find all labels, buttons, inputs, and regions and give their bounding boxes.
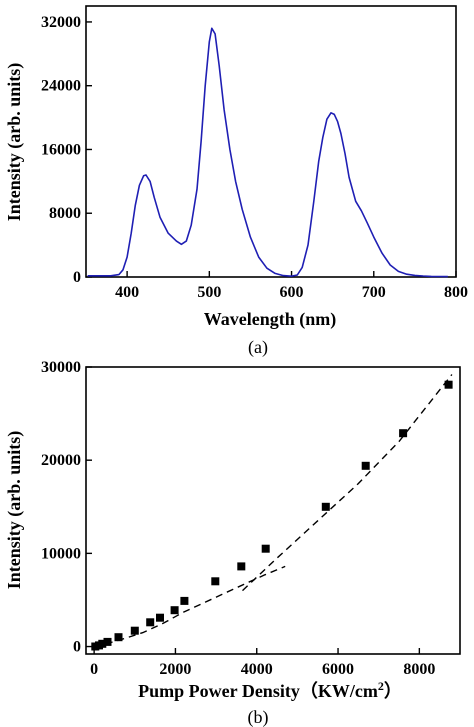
panel-b-data-point <box>170 606 179 615</box>
panel-b-fit-line-1 <box>93 565 286 648</box>
panel-b-x-axis-title: Pump Power Density（KW/cm2） <box>138 679 402 701</box>
panel-a-y-tick-label: 8000 <box>49 205 81 222</box>
panel-b-data-point <box>211 577 220 586</box>
panel-b-y-axis-title: Intensity (arb. units) <box>4 431 25 590</box>
panel-b-data-point <box>261 544 270 553</box>
panel-a-x-tick-label: 800 <box>444 284 468 301</box>
panel-b-fit-line-2 <box>242 374 453 592</box>
panel-a-plot-frame <box>85 5 457 278</box>
panel-a-y-tick-label: 16000 <box>41 141 81 158</box>
panel-b-data-point <box>146 618 155 627</box>
panel-a-y-axis-title: Intensity (arb. units) <box>4 63 25 222</box>
panel-b-data-point <box>399 429 408 438</box>
panel-b-data-point <box>237 562 246 571</box>
panel-b-x-tick-label: 8000 <box>403 661 435 678</box>
panel-b-x-axis-title-close: ） <box>384 681 402 701</box>
panel-b-y-tick-label: 30000 <box>41 359 81 376</box>
panel-b-x-axis-title-unit: （KW/cm <box>300 681 378 701</box>
panel-b-data-point <box>103 637 112 646</box>
panel-b-x-tick-label: 0 <box>90 661 98 678</box>
panel-b-fit-lines <box>93 374 453 648</box>
panel-b-data-point <box>156 613 164 622</box>
panel-b-data-point <box>98 639 107 648</box>
panel-b-scatter-chart: 0 2000 4000 6000 8000 0 10000 20000 30000 Pump P… <box>4 359 461 727</box>
panel-b-series <box>91 380 453 651</box>
panel-b-data-point <box>321 502 330 511</box>
panel-a-spectrum-line <box>87 27 448 278</box>
panel-b-x-tick-label: 2000 <box>159 661 191 678</box>
panel-a-x-tick-label: 400 <box>115 284 139 301</box>
panel-b-x-tick-label: 6000 <box>322 661 354 678</box>
panel-b-x-axis-title-sup: 2 <box>378 679 384 693</box>
panel-b-y-tick-label: 20000 <box>41 452 81 469</box>
panel-b-data-point <box>361 461 370 470</box>
panel-b-data-point <box>444 380 453 389</box>
panel-b-plot-frame <box>85 366 461 655</box>
panel-b-y-tick-label: 0 <box>73 639 81 656</box>
panel-b-x-axis-title-name: Pump Power Density <box>138 681 300 701</box>
panel-b-data-point <box>114 633 123 642</box>
panel-a-y-tick-label: 32000 <box>41 14 81 31</box>
panel-b-ticks: 0 2000 4000 6000 8000 0 10000 20000 30000 <box>41 359 435 678</box>
panel-a-label: (a) <box>248 337 268 358</box>
panel-a-x-tick-label: 500 <box>197 284 221 301</box>
panel-b-data-point <box>130 626 139 635</box>
panel-a-series <box>87 27 448 278</box>
panel-b-data-point <box>180 596 189 605</box>
panel-b-y-tick-label: 10000 <box>41 545 81 562</box>
panel-a-y-tick-label: 24000 <box>41 78 81 95</box>
panel-a-x-tick-label: 600 <box>280 284 304 301</box>
panel-a-y-tick-label: 0 <box>73 269 81 286</box>
panel-b-label: (b) <box>248 707 269 727</box>
panel-a-x-tick-label: 700 <box>362 284 386 301</box>
panel-a-x-axis-title: Wavelength (nm) <box>204 309 337 330</box>
panel-b-x-tick-label: 4000 <box>241 661 273 678</box>
